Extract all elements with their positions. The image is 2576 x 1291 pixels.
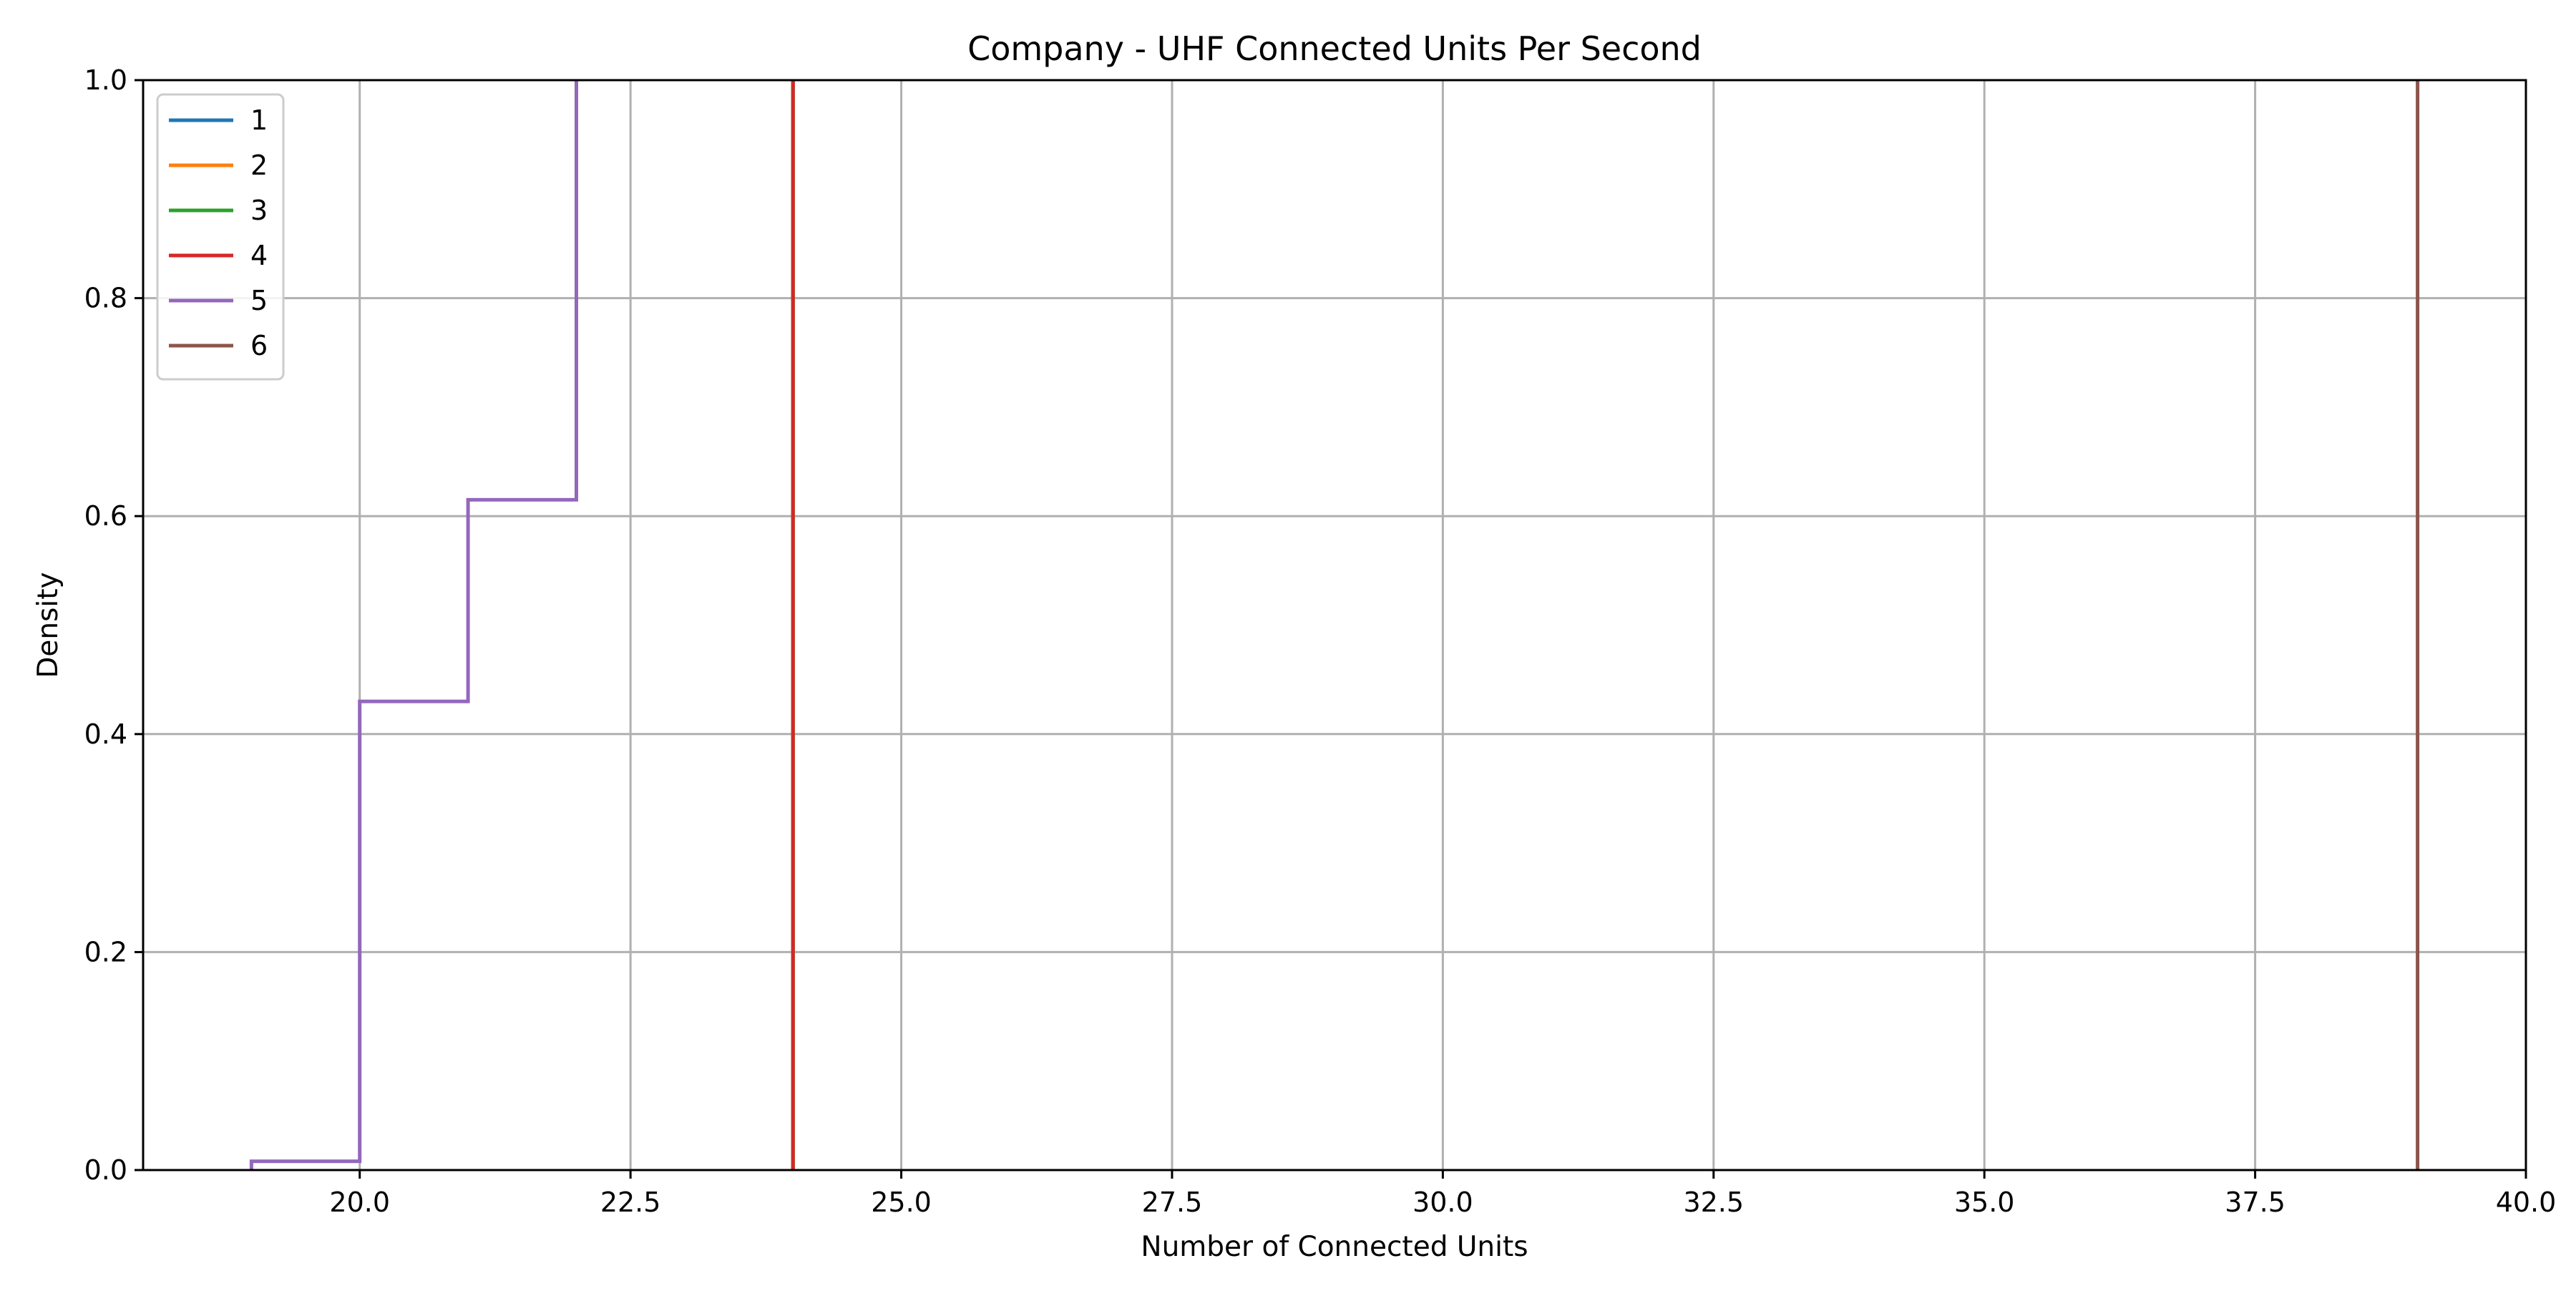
y-axis-label: Density <box>32 572 64 678</box>
y-tick-label: 0.2 <box>84 936 127 968</box>
y-tick-label: 0.0 <box>84 1154 127 1186</box>
y-tick-label: 0.6 <box>84 500 127 532</box>
legend-label-5: 5 <box>250 285 268 316</box>
x-tick-label: 37.5 <box>2225 1187 2285 1218</box>
axis-ticks: 20.0 22.5 25.0 27.5 30.0 32.5 35.0 37.5 40.0 0.0 0… <box>84 64 2557 1218</box>
x-tick-label: 22.5 <box>600 1187 661 1218</box>
chart-title: Company - UHF Connected Units Per Second <box>967 29 1702 68</box>
x-tick-label: 30.0 <box>1413 1187 1473 1218</box>
data-series <box>249 80 2420 1170</box>
y-tick-label: 0.8 <box>84 283 127 314</box>
legend-label-3: 3 <box>250 195 268 226</box>
x-tick-label: 35.0 <box>1954 1187 2015 1218</box>
legend-label-2: 2 <box>250 150 268 181</box>
legend-label-6: 6 <box>250 330 268 361</box>
x-tick-label: 25.0 <box>871 1187 932 1218</box>
x-axis-label: Number of Connected Units <box>1141 1231 1528 1263</box>
legend-label-1: 1 <box>250 104 268 136</box>
plot-frame <box>142 79 2527 1171</box>
y-tick-label: 0.4 <box>84 718 127 750</box>
x-tick-label: 40.0 <box>2496 1187 2557 1218</box>
y-tick-label: 1.0 <box>84 64 127 96</box>
x-tick-label: 32.5 <box>1683 1187 1744 1218</box>
x-tick-label: 20.0 <box>329 1187 390 1218</box>
x-tick-label: 27.5 <box>1142 1187 1203 1218</box>
series-line-5 <box>249 80 578 1170</box>
legend: 1 2 3 4 5 6 <box>156 93 285 381</box>
legend-label-4: 4 <box>250 240 268 271</box>
